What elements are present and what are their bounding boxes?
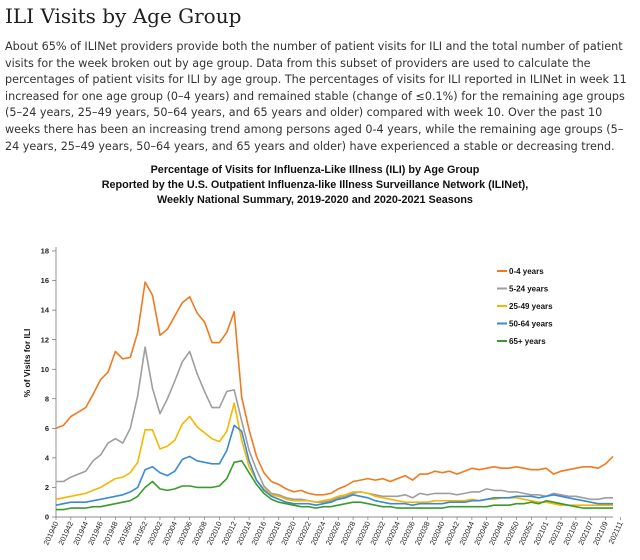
- summary-paragraph: About 65% of ILINet providers provide bo…: [5, 40, 627, 153]
- y-tick-label: 4: [45, 453, 50, 462]
- y-tick-label: 16: [41, 276, 49, 285]
- series-line-50-64-years: [55, 424, 613, 507]
- legend-item-label: 0-4 years: [509, 267, 544, 276]
- y-tick-label: 14: [41, 306, 50, 315]
- y-tick-label: 18: [41, 247, 49, 256]
- chart-title-line-3: Weekly National Summary, 2019-2020 and 2…: [157, 194, 473, 206]
- legend-item-label: 50-64 years: [509, 320, 553, 329]
- chart-title-line-2: Reported by the U.S. Outpatient Influenz…: [102, 179, 529, 191]
- legend-item-label: 25-49 years: [509, 302, 553, 311]
- legend: 0-4 years 5-24 years 25-49 years 50-64 year…: [497, 267, 553, 346]
- y-tick-label: 8: [45, 394, 49, 403]
- legend-item-label: 65+ years: [509, 337, 546, 346]
- series-line-65-years: [56, 459, 613, 511]
- y-tick-label: 0: [45, 513, 49, 522]
- series-line-25-49-years: [55, 402, 613, 507]
- ili-age-group-chart: Percentage of Visits for Influenza-Like …: [22, 164, 625, 547]
- page-title: ILI Visits by Age Group: [5, 4, 242, 28]
- series-line-0-4-years: [55, 281, 614, 496]
- y-axis-label: % of Visits for ILI: [22, 329, 32, 398]
- y-tick-label: 6: [45, 424, 49, 433]
- chart-title-line-1: Percentage of Visits for Influenza-Like …: [151, 164, 480, 176]
- series-line-5-24-years: [56, 346, 613, 504]
- legend-item-label: 5-24 years: [509, 285, 549, 294]
- y-tick-label: 2: [45, 483, 49, 492]
- y-tick-label: 12: [41, 335, 49, 344]
- y-tick-label: 10: [41, 365, 49, 374]
